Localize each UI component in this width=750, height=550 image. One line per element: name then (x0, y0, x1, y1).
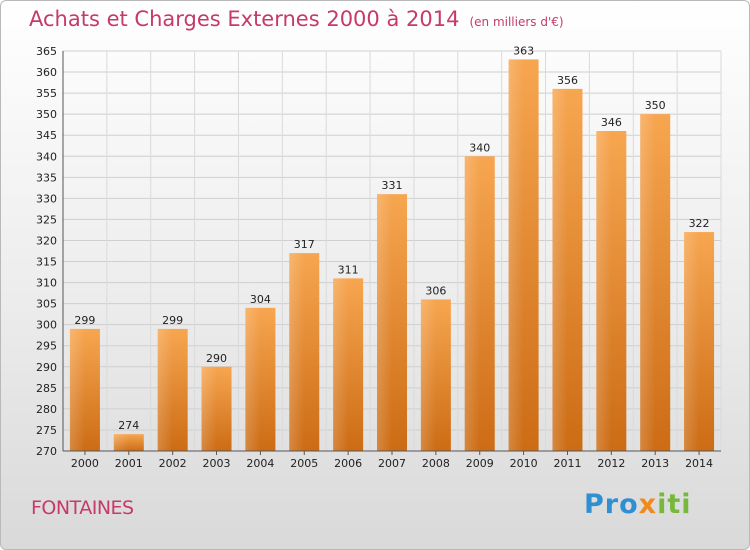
y-tick-label: 270 (36, 445, 57, 458)
bar-highlight (113, 434, 129, 451)
axes-group: 270 275 280 285 290 295 300 305 310 315 320 325 330 3… (36, 44, 721, 470)
x-tick-label: 2010 (510, 457, 538, 470)
bar-value-label: 299 (74, 314, 95, 327)
bar-highlight (333, 278, 349, 451)
y-tick-label: 350 (36, 108, 57, 121)
y-tick-label: 295 (36, 340, 57, 353)
bar-value-label: 274 (118, 419, 139, 432)
proxiti-logo: Proxiti (584, 489, 692, 520)
bar-value-label: 306 (425, 284, 446, 297)
bar-highlight (596, 131, 612, 451)
x-tick-label: 2004 (246, 457, 274, 470)
x-tick-label: 2011 (553, 457, 581, 470)
bar-value-label: 340 (469, 141, 490, 154)
bar-value-label: 322 (689, 217, 710, 230)
y-tick-label: 325 (36, 213, 57, 226)
bar-value-label: 317 (294, 238, 315, 251)
bar-highlight (508, 59, 524, 451)
x-tick-label: 2008 (422, 457, 450, 470)
x-tick-label: 2007 (378, 457, 406, 470)
x-tick-label: 2012 (597, 457, 625, 470)
bar-value-label: 356 (557, 74, 578, 87)
logo-part-1: Pro (584, 489, 639, 520)
x-tick-label: 2001 (115, 457, 143, 470)
y-tick-label: 330 (36, 192, 57, 205)
y-tick-label: 285 (36, 382, 57, 395)
bar-highlight (420, 299, 436, 451)
y-tick-label: 345 (36, 129, 57, 142)
y-tick-label: 315 (36, 256, 57, 269)
chart-unit: (en milliers d'€) (469, 15, 564, 29)
bar-highlight (245, 307, 261, 451)
x-tick-label: 2005 (290, 457, 318, 470)
bar-value-label: 350 (645, 99, 666, 112)
bar-value-label: 299 (162, 314, 183, 327)
y-tick-label: 305 (36, 298, 57, 311)
logo-part-3: iti (657, 489, 692, 520)
bar-highlight (552, 88, 568, 451)
x-tick-label: 2000 (71, 457, 99, 470)
logo-part-2: x (638, 489, 658, 520)
bar-highlight (69, 328, 85, 451)
y-tick-label: 290 (36, 361, 57, 374)
bar-value-label: 311 (338, 263, 359, 276)
bar-value-label: 346 (601, 116, 622, 129)
x-tick-label: 2009 (466, 457, 494, 470)
x-tick-label: 2013 (641, 457, 669, 470)
bar-value-label: 304 (250, 293, 271, 306)
y-tick-label: 360 (36, 66, 57, 79)
bar-highlight (684, 232, 700, 451)
bar-highlight (157, 328, 173, 451)
chart-title: Achats et Charges Externes 2000 à 2014 (e… (29, 7, 564, 31)
bar-value-label: 290 (206, 352, 227, 365)
x-tick-label: 2014 (685, 457, 713, 470)
bar-value-label: 331 (382, 179, 403, 192)
city-name: FONTAINES (31, 497, 134, 519)
bar-highlight (377, 194, 392, 451)
y-tick-label: 275 (36, 424, 57, 437)
y-tick-label: 365 (36, 45, 57, 58)
y-tick-label: 355 (36, 87, 57, 100)
bar-highlight (464, 156, 480, 451)
x-tick-label: 2003 (203, 457, 231, 470)
y-tick-label: 300 (36, 319, 57, 332)
x-tick-label: 2006 (334, 457, 362, 470)
bar-highlight (201, 366, 217, 451)
bars-group (69, 59, 715, 451)
y-tick-label: 320 (36, 234, 57, 247)
y-tick-label: 335 (36, 171, 57, 184)
y-tick-label: 310 (36, 277, 57, 290)
y-tick-label: 340 (36, 150, 57, 163)
x-tick-label: 2002 (159, 457, 187, 470)
y-tick-label: 280 (36, 403, 57, 416)
bar-highlight (289, 253, 305, 451)
bar-value-label: 363 (513, 44, 534, 57)
bar-highlight (640, 114, 656, 451)
chart-title-text: Achats et Charges Externes 2000 à 2014 (29, 7, 460, 31)
